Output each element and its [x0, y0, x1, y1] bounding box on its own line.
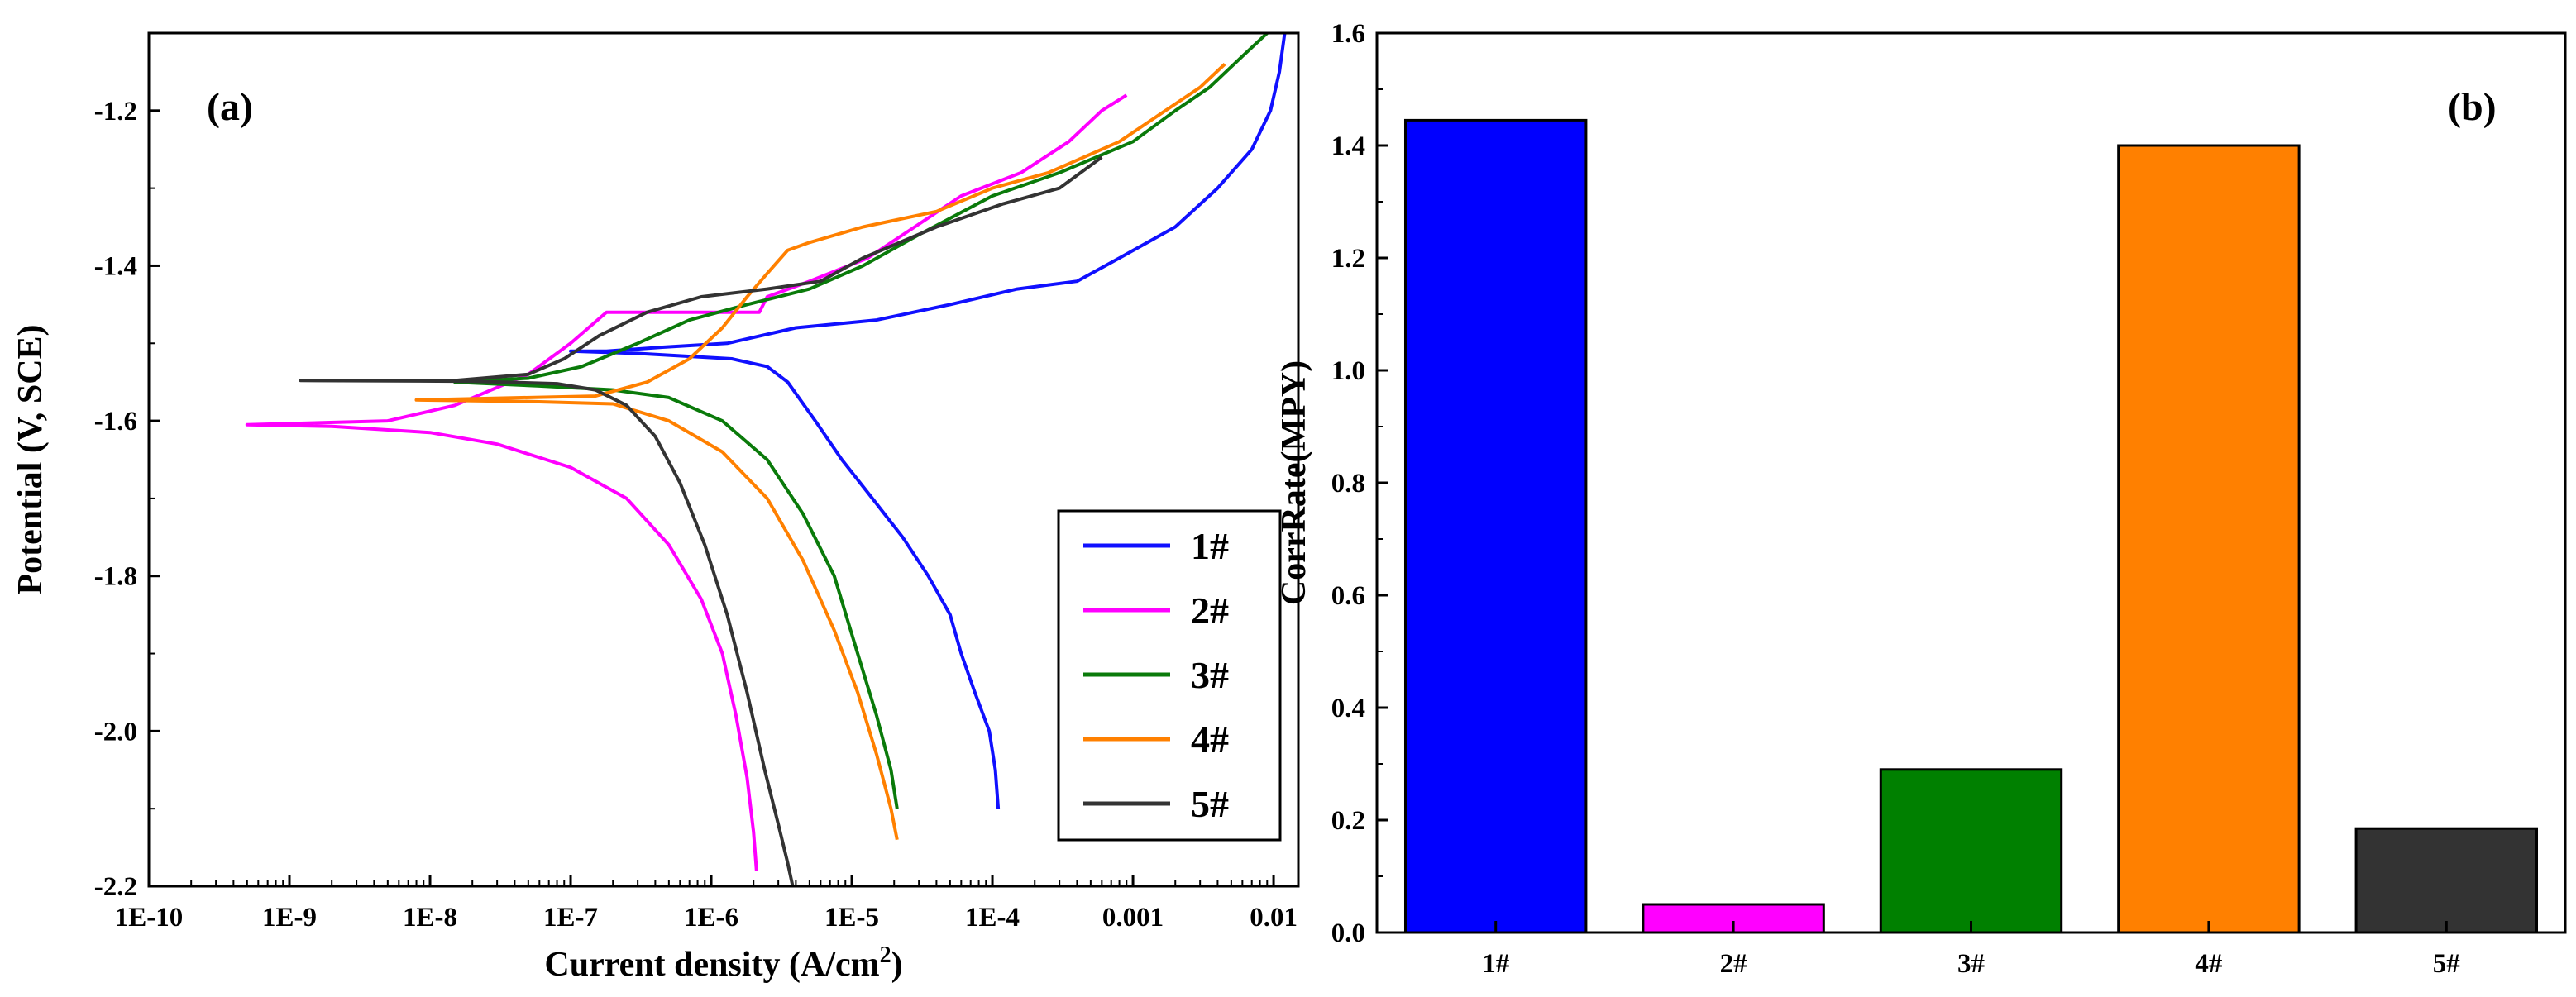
x-tick-label: 1E-4 [965, 903, 1020, 933]
y-tick-label: 0.0 [1331, 918, 1365, 948]
x-tick-label: 1E-6 [684, 903, 738, 933]
bar-1 [1403, 118, 1588, 934]
bar-5 [2354, 827, 2539, 934]
panel-b-label: (b) [2448, 85, 2497, 129]
y-tick-label: 1.4 [1331, 131, 1365, 161]
panel-a-y-axis-title: Potential (V, SCE) [12, 324, 50, 594]
x-tick-label-3: 3# [1957, 949, 1986, 979]
panel-b-plot-frame [1375, 31, 2567, 934]
series-line-3 [453, 33, 1269, 809]
bar-4 [2117, 144, 2301, 934]
x-tick-label: 1E-10 [115, 903, 184, 933]
series-line-2 [245, 93, 1128, 871]
y-tick-label: 0.6 [1331, 581, 1365, 611]
x-tick-label: 1E-9 [262, 903, 317, 933]
x-tick-label: 0.01 [1250, 903, 1298, 933]
y-tick-label: -1.4 [94, 251, 137, 281]
y-tick-label: -1.8 [94, 562, 137, 592]
legend-label-1: 1# [1191, 525, 1229, 567]
x-tick-label-4: 4# [2195, 949, 2223, 979]
y-tick-label: -2.2 [94, 872, 137, 902]
x-tick-label: 1E-7 [543, 903, 598, 933]
panel-b-y-axis-title: CorrRate(MPY) [1275, 360, 1313, 605]
x-tick-label: 0.001 [1102, 903, 1164, 933]
legend-label-3: 3# [1191, 654, 1229, 696]
y-tick-label: -2.0 [94, 717, 137, 747]
y-tick-label: 0.4 [1331, 694, 1365, 723]
panel-a-polarization-chart: 1E-10 1E-9 1E-8 1E-7 1E-6 1E-5 1E-4 0.001 0.01 -1… [12, 31, 1300, 984]
legend-label-2: 2# [1191, 589, 1229, 632]
y-tick-label: -1.6 [94, 407, 137, 436]
y-tick-label: -1.2 [94, 97, 137, 126]
panel-b-corrosion-rate-chart: 1# 2# 3# 4# 5# 0.0 0.2 0.4 0.6 0.8 1.0 1.2 1.4 1.6 (b… [1275, 19, 2567, 979]
legend-label-4: 4# [1191, 718, 1229, 761]
bar-3 [1879, 768, 2063, 934]
x-tick-label-5: 5# [2433, 949, 2461, 979]
series-line-4 [414, 63, 1226, 841]
y-tick-label: 1.0 [1331, 356, 1365, 386]
panel-a-label: (a) [207, 85, 253, 129]
series-line-1 [569, 33, 1287, 809]
x-tick-label: 1E-8 [403, 903, 457, 933]
series-line-5 [299, 155, 1103, 886]
y-tick-label: 0.8 [1331, 469, 1365, 498]
y-tick-label: 0.2 [1331, 806, 1365, 836]
x-tick-label-1: 1# [1482, 949, 1510, 979]
x-tick-label-2: 2# [1720, 949, 1748, 979]
y-tick-label: 1.6 [1331, 19, 1365, 49]
legend-label-5: 5# [1191, 783, 1229, 825]
panel-a-x-axis-title: Current density (A/cm2) [544, 942, 902, 984]
legend: 1# 2# 3# 4# 5# [1057, 509, 1282, 842]
panel-a-plot-frame [147, 31, 1300, 888]
y-tick-label: 1.2 [1331, 244, 1365, 274]
x-tick-label: 1E-5 [824, 903, 879, 933]
